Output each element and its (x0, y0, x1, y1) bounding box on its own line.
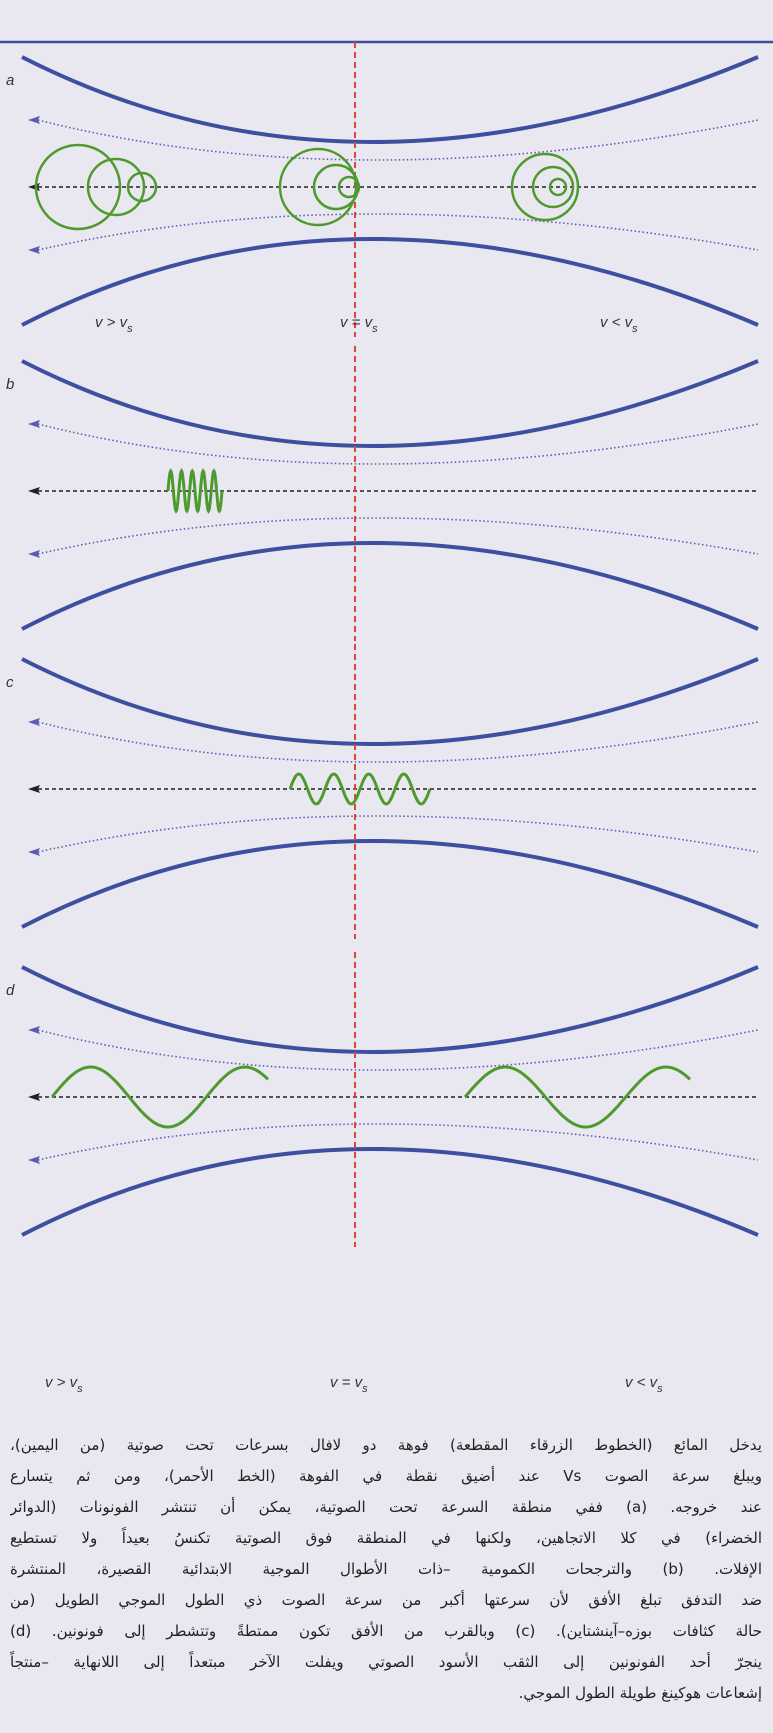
flow-line (38, 816, 758, 852)
caption: يدخل المائع (الخطوط الزرقاء المقطعة) فوه… (10, 1430, 762, 1709)
speed-sub: s (657, 1383, 663, 1395)
panel-label: c (6, 674, 14, 691)
speed-main: v < v (600, 314, 634, 331)
nozzle-wall (22, 361, 758, 446)
speed-label: v > vs (95, 314, 133, 335)
speed-main: v > v (45, 1374, 79, 1391)
caption-line: يدخل المائع (الخطوط الزرقاء المقطعة) فوه… (10, 1430, 762, 1461)
speed-sub: s (362, 1383, 368, 1395)
panel-label: a (6, 72, 14, 89)
speed-label: v = vs (340, 314, 378, 335)
speed-main: v < v (625, 1374, 659, 1391)
caption-line: الإفلات. (b) والترجحات الكمومية –ذات الأ… (10, 1554, 762, 1585)
flow-line (38, 214, 758, 250)
speed-sub: s (77, 1383, 83, 1395)
caption-line: الخضراء) في كلا الاتجاهين، ولكنها في الم… (10, 1523, 762, 1554)
speed-label: v = vs (330, 1374, 368, 1395)
speed-label: v < vs (600, 314, 638, 335)
nozzle-wall (22, 841, 758, 927)
page: {"panels": [ {"label": "a", "speeds": [{… (0, 0, 773, 1733)
caption-line: إشعاعات هوكينغ طويلة الطول الموجي. (10, 1678, 762, 1709)
caption-line: حالة كثافات بوزه–آينشتاين). (c) وبالقرب … (10, 1616, 762, 1647)
caption-line: ويبلغ سرعة الصوت Vs عند أضيق نقطة في الف… (10, 1461, 762, 1492)
nozzle-wall (22, 659, 758, 744)
nozzle-wall (22, 239, 758, 325)
speed-main: v = v (340, 314, 374, 331)
speed-sub: s (127, 323, 133, 335)
caption-line: عند خروجه. (a) ففي منطقة السرعة تحت الصو… (10, 1492, 762, 1523)
caption-line: ضد التدفق تبلغ الأفق لأن سرعتها أكبر من … (10, 1585, 762, 1616)
nozzle-wall (22, 1149, 758, 1235)
panel-label: b (6, 376, 14, 393)
nozzle-wall (22, 967, 758, 1052)
flow-line (38, 1124, 758, 1160)
nozzle-wall (22, 543, 758, 629)
nozzle-wall (22, 57, 758, 142)
speed-main: v = v (330, 1374, 364, 1391)
caption-line: ينجرّ أحد الفونونين إلى الثقب الأسود الص… (10, 1647, 762, 1678)
speed-label: v > vs (45, 1374, 83, 1395)
speed-label: v < vs (625, 1374, 663, 1395)
speed-main: v > v (95, 314, 129, 331)
flow-line (38, 518, 758, 554)
speed-sub: s (372, 323, 378, 335)
speed-sub: s (632, 323, 638, 335)
panel-label: d (6, 982, 15, 999)
